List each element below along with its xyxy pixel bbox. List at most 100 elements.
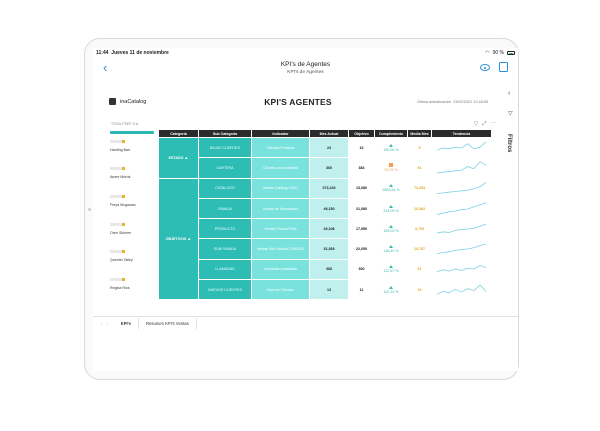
media-mes-cell: 74,453 bbox=[407, 177, 432, 199]
filters-rail[interactable]: ‹ ▽ Filtros bbox=[505, 84, 518, 314]
header-objetivo[interactable]: Objetivo bbox=[348, 129, 375, 138]
more-icon[interactable]: ⋯ bbox=[490, 121, 497, 127]
media-mes-cell: 10 bbox=[407, 279, 432, 301]
expand-icon[interactable]: ⤢ bbox=[482, 121, 487, 127]
table-row[interactable]: FAMILIA Ventas de Novedades 49,150 21,080 23… bbox=[159, 197, 492, 220]
indicator-cell: Llamadas realizadas bbox=[251, 258, 310, 281]
objetivo-cell: 16 bbox=[348, 136, 375, 159]
cumplimiento-cell: 122,12 % bbox=[374, 279, 408, 301]
subcategory-cell: CATALOGO bbox=[198, 177, 252, 199]
objetivo-cell: 21,080 bbox=[348, 197, 375, 220]
cumplimiento-value: 146,49 % bbox=[383, 249, 399, 254]
cumplimiento-value: 122,12 % bbox=[383, 289, 399, 294]
table-row[interactable]: OBJETIVOS▲ CATALOGO Ventas Catálogo 2021 37… bbox=[158, 177, 492, 301]
tablet-camera-dot bbox=[88, 208, 91, 211]
cumplimiento-value: 150,00 % bbox=[383, 147, 399, 152]
nav-subtitle: KPI's de Agentes bbox=[287, 70, 324, 75]
chevron-left-icon[interactable]: ‹ bbox=[508, 90, 511, 97]
mes-actual-cell: 29,108 bbox=[309, 218, 349, 240]
cumplimiento-cell: 146,49 % bbox=[374, 238, 408, 260]
header-sub-categoria[interactable]: Sub Categoría bbox=[198, 129, 252, 138]
filters-label[interactable]: Filtros bbox=[506, 134, 512, 153]
brand-name: inaCatalog bbox=[120, 98, 147, 105]
arrow-up-icon bbox=[389, 224, 393, 228]
mes-actual-cell: 373,243 bbox=[309, 177, 349, 199]
category-cell[interactable]: ESTADO▲ bbox=[158, 137, 199, 179]
cumplimiento-cell: 93,75 % bbox=[374, 157, 408, 179]
media-mes-cell: 9,705 bbox=[407, 218, 432, 240]
document-icon[interactable] bbox=[499, 62, 508, 72]
agent-item[interactable]: Amee Morris bbox=[110, 163, 160, 191]
subcategory-cell: CARTERA bbox=[198, 157, 252, 179]
header-tendencia[interactable]: Tendencia bbox=[431, 129, 492, 138]
status-time: 11:44 bbox=[96, 50, 109, 56]
view-eye-icon[interactable] bbox=[480, 64, 490, 71]
tab-resumen-kpis-ventas[interactable]: Resumen KPI's Ventas bbox=[139, 318, 197, 329]
indicator-cell: Clientes Perdidos bbox=[251, 136, 310, 159]
media-mes-cell: 61 bbox=[407, 258, 432, 281]
table-row[interactable]: PRODUCTO Ventas Product Plus 29,108 17,950 1… bbox=[159, 218, 492, 240]
company-name: TOTAL PORT S.A. bbox=[111, 122, 140, 126]
mes-actual-cell: 13 bbox=[309, 279, 349, 301]
header-media-mes[interactable]: Media Mes bbox=[407, 129, 432, 138]
table-row[interactable]: NUEVOS CLIENTES Nuevos Clientes 13 11 122,12… bbox=[159, 279, 492, 301]
table-row[interactable]: CARTERA Clientes con actividad 360 384 93,75… bbox=[159, 157, 492, 179]
agent-item[interactable]: Harding Barr bbox=[110, 136, 160, 164]
tendencia-cell bbox=[431, 238, 492, 260]
agent-item[interactable]: Oren Skinner bbox=[110, 219, 160, 247]
agent-item[interactable]: Freya Mcgowan bbox=[110, 191, 160, 219]
tab-prev-icon[interactable]: ‹ bbox=[101, 321, 103, 326]
tab-kpis[interactable]: KPI's bbox=[114, 318, 139, 329]
category-cell[interactable]: OBJETIVOS▲ bbox=[158, 177, 199, 301]
agent-item[interactable]: Quentin Talley bbox=[110, 246, 160, 274]
table-row[interactable]: ESTADO▲ BAJAS CLIENTES Clientes Perdidos 24… bbox=[158, 136, 492, 179]
subcategory-cell: PRODUCTO bbox=[198, 218, 252, 240]
table-header-row: Categoría Sub Categoría Indicador Mes Ac… bbox=[158, 129, 492, 138]
objetivo-cell: 11 bbox=[348, 279, 375, 301]
arrow-up-icon bbox=[389, 204, 393, 208]
filter-icon[interactable]: ▽ bbox=[508, 111, 513, 117]
table-row[interactable]: LLAMADAS Llamadas realizadas 368 300 122,67 … bbox=[159, 258, 492, 281]
app-screen: 11:44 Jueves 11 de noviembre ◠ 90 % ‹ KP… bbox=[93, 48, 518, 371]
cumplimiento-value: 122,67 % bbox=[383, 269, 399, 274]
header-cumplimiento[interactable]: Cumplimiento bbox=[374, 129, 408, 138]
indicator-cell: Clientes con actividad bbox=[251, 157, 310, 179]
status-bar: 11:44 Jueves 11 de noviembre ◠ 90 % bbox=[93, 48, 518, 58]
indicator-cell: Ventas Catálogo 2021 bbox=[251, 177, 310, 199]
arrow-up-icon bbox=[389, 245, 393, 249]
header-categoria[interactable]: Categoría bbox=[158, 129, 199, 138]
agent-item[interactable]: Regina Rios bbox=[110, 274, 160, 302]
cumplimiento-cell: 150,00 % bbox=[374, 136, 408, 159]
header-mes-actual[interactable]: Mes Actual bbox=[309, 129, 349, 138]
header-indicador[interactable]: Indicador bbox=[251, 129, 310, 138]
back-chevron-icon[interactable]: ‹ bbox=[103, 60, 108, 75]
sparkline-path bbox=[436, 141, 487, 151]
tendencia-cell bbox=[431, 177, 492, 199]
brand: inaCatalog bbox=[109, 98, 146, 105]
cumplimiento-cell: 122,67 % bbox=[374, 258, 408, 281]
indicator-label: Clientes Perdidos bbox=[253, 145, 308, 150]
indicator-label: Ventas Product Plus bbox=[253, 226, 308, 231]
sparkline-path bbox=[436, 243, 487, 255]
indicator-label: Llamadas realizadas bbox=[253, 267, 308, 272]
cumplimiento-value: 93,75 % bbox=[384, 168, 398, 173]
warning-square-icon bbox=[389, 163, 393, 168]
table-row[interactable]: SUB FAMILIA Ventas Sub Familia CARBOD 32,3… bbox=[159, 238, 492, 260]
cumplimiento-cell: 163,03 % bbox=[374, 218, 408, 240]
filter-icon[interactable]: ▽ bbox=[473, 121, 479, 127]
tendencia-cell bbox=[431, 279, 492, 301]
mes-actual-cell: 368 bbox=[309, 258, 349, 281]
last-update-value: 23/02/2021 12:48:55 bbox=[453, 100, 488, 104]
mes-actual-cell: 32,368 bbox=[309, 238, 349, 260]
caret-up-icon[interactable]: ▲ bbox=[187, 236, 192, 242]
caret-up-icon[interactable]: ▲ bbox=[184, 155, 189, 161]
tendencia-cell bbox=[431, 258, 492, 281]
report-tabs: ‹ › KPI's Resumen KPI's Ventas bbox=[93, 316, 518, 330]
tab-next-icon[interactable]: › bbox=[106, 321, 108, 326]
tendencia-cell bbox=[431, 136, 492, 159]
sparkline bbox=[436, 243, 487, 255]
cumplimiento-value: 163,03 % bbox=[383, 228, 399, 233]
indicator-label: Ventas Catálogo 2021 bbox=[253, 186, 308, 191]
sparkline-path bbox=[436, 223, 487, 234]
table-body: ESTADO▲ BAJAS CLIENTES Clientes Perdidos 24… bbox=[158, 136, 492, 301]
